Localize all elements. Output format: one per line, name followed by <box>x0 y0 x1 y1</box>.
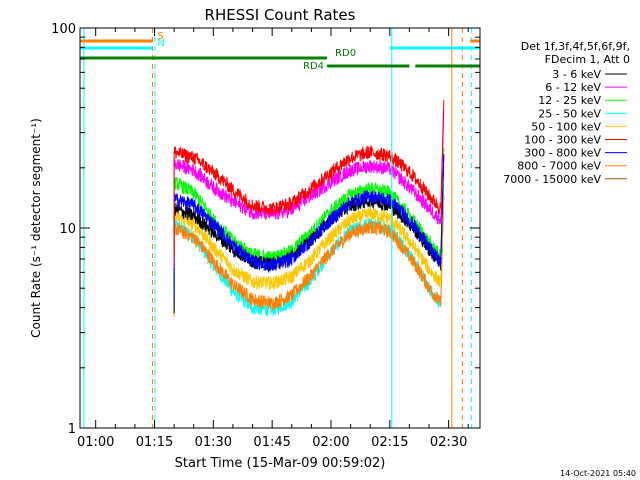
x-tick-label: 01:00 <box>77 435 114 450</box>
x-tick-label: 02:15 <box>371 435 408 450</box>
x-tick-label: 01:30 <box>195 435 232 450</box>
timestamp: 14-Oct-2021 05:40 <box>560 469 636 478</box>
series-end-ramp <box>440 99 445 209</box>
status-bar-n: N <box>80 38 480 50</box>
chart-title: RHESSI Count Rates <box>205 6 356 24</box>
axes: 01:00 01:15 01:30 01:45 02:00 02:15 02:30 1 10 10… <box>51 22 480 450</box>
y-tick-label: 10 <box>59 222 76 237</box>
legend-entry-label: 7000 - 15000 keV <box>503 173 601 186</box>
y-tick-label: 100 <box>51 22 76 37</box>
status-bar-rd0: RD0 <box>80 48 356 60</box>
legend-entry: 300 - 800 keV <box>524 147 627 160</box>
x-tick-label: 02:00 <box>312 435 349 450</box>
legend-entry: 50 - 100 keV <box>531 120 627 133</box>
series-trace <box>173 145 442 216</box>
legend-entry-label: 50 - 100 keV <box>531 120 601 133</box>
legend-entry: 12 - 25 keV <box>538 94 627 107</box>
status-bar-label: N <box>158 38 165 49</box>
y-axis-label: Count Rate (s⁻¹ detector segment⁻¹) <box>29 118 43 338</box>
series-lines <box>173 99 445 317</box>
legend-header-line: Det 1f,3f,4f,5f,6f,9f, <box>521 40 630 53</box>
x-tick-label: 01:45 <box>253 435 290 450</box>
legend-entry: 3 - 6 keV <box>552 68 627 81</box>
x-axis-label: Start Time (15-Mar-09 00:59:02) <box>175 456 386 471</box>
x-tick-label: 02:30 <box>430 435 467 450</box>
legend-entry-label: 12 - 25 keV <box>538 94 601 107</box>
legend-entry-label: 300 - 800 keV <box>524 147 601 160</box>
legend-entry-label: 3 - 6 keV <box>552 68 601 81</box>
legend-entry-label: 6 - 12 keV <box>545 81 601 94</box>
legend-entry-label: 100 - 300 keV <box>524 134 601 147</box>
series-trace <box>173 189 442 274</box>
series-end-ramp <box>440 174 445 284</box>
series-trace <box>173 207 442 291</box>
legend-header-line: FDecim 1, Att 0 <box>545 53 630 66</box>
y-tick-label: 1 <box>68 422 76 437</box>
legend-entry: 6 - 12 keV <box>545 81 627 94</box>
legend: Det 1f,3f,4f,5f,6f,9f,FDecim 1, Att 0 3 -… <box>503 40 630 186</box>
legend-entry: 100 - 300 keV <box>524 134 627 147</box>
status-bar-label: RD4 <box>303 61 324 72</box>
series-trace <box>173 176 442 265</box>
series-end-ramp <box>440 194 445 304</box>
attenuator-bars: SN RD0 RD4 <box>80 31 480 72</box>
x-tick-label: 01:15 <box>136 435 173 450</box>
series-trace <box>173 157 442 225</box>
status-bar-label: S <box>158 31 164 42</box>
status-bar-s: S <box>80 31 480 43</box>
legend-entry: 25 - 50 keV <box>538 107 627 120</box>
legend-entry: 7000 - 15000 keV <box>503 173 627 186</box>
series-trace <box>173 220 442 311</box>
status-bar-rd4: RD4 <box>303 61 480 72</box>
legend-entry-label: 800 - 7000 keV <box>517 160 601 173</box>
legend-entry: 800 - 7000 keV <box>517 160 627 173</box>
series-end-ramp <box>440 153 445 263</box>
legend-entry-label: 25 - 50 keV <box>538 107 601 120</box>
status-bar-label: RD0 <box>335 48 356 59</box>
series-100-300-keV-line <box>173 99 445 257</box>
